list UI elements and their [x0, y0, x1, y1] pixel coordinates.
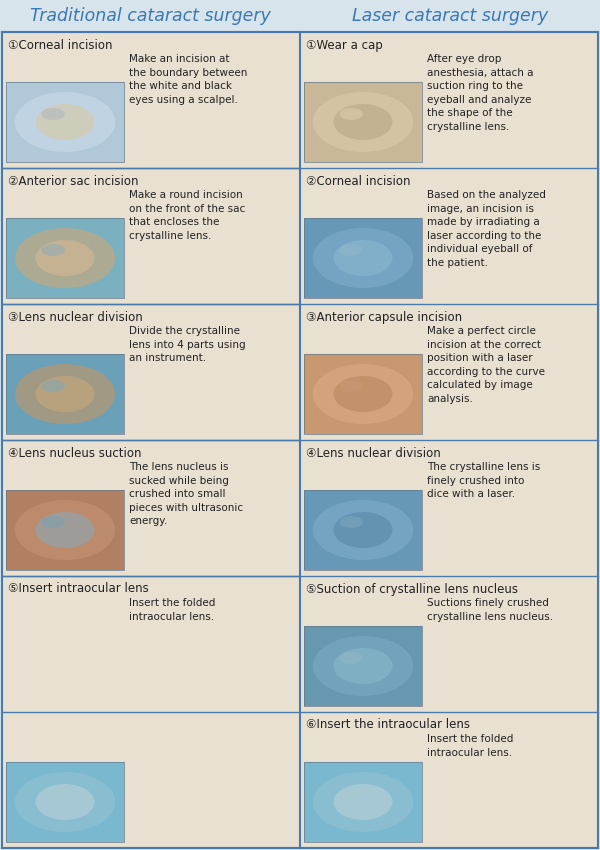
Text: After eye drop
anesthesia, attach a
suction ring to the
eyeball and analyze
the : After eye drop anesthesia, attach a suct… — [427, 54, 533, 132]
Text: Suctions finely crushed
crystalline lens nucleus.: Suctions finely crushed crystalline lens… — [427, 598, 553, 621]
Ellipse shape — [41, 788, 65, 800]
Ellipse shape — [313, 772, 413, 832]
Text: Divide the crystalline
lens into 4 parts using
an instrument.: Divide the crystalline lens into 4 parts… — [129, 326, 245, 363]
Bar — [304, 354, 422, 434]
Ellipse shape — [15, 92, 115, 152]
Ellipse shape — [41, 380, 65, 392]
Bar — [2, 32, 300, 168]
Bar — [6, 490, 124, 570]
Ellipse shape — [340, 380, 363, 392]
Bar — [304, 762, 422, 842]
Bar — [304, 762, 422, 842]
Ellipse shape — [313, 364, 413, 424]
Text: ①Wear a cap: ①Wear a cap — [306, 38, 383, 52]
Ellipse shape — [334, 648, 392, 684]
Ellipse shape — [15, 500, 115, 560]
Ellipse shape — [340, 652, 363, 664]
Bar — [300, 168, 598, 304]
Ellipse shape — [313, 92, 413, 152]
Bar — [300, 576, 598, 712]
Ellipse shape — [35, 512, 95, 548]
Bar — [304, 82, 422, 162]
Bar — [6, 218, 124, 298]
Ellipse shape — [340, 788, 363, 800]
Ellipse shape — [340, 244, 363, 256]
Text: Make an incision at
the boundary between
the white and black
eyes using a scalpe: Make an incision at the boundary between… — [129, 54, 247, 105]
Bar — [6, 490, 124, 570]
Bar — [6, 762, 124, 842]
Text: Insert the folded
intraocular lens.: Insert the folded intraocular lens. — [427, 734, 514, 757]
Bar — [304, 490, 422, 570]
Ellipse shape — [15, 228, 115, 288]
Text: Insert the folded
intraocular lens.: Insert the folded intraocular lens. — [129, 598, 215, 621]
Bar — [2, 576, 300, 848]
Bar — [300, 304, 598, 440]
Ellipse shape — [334, 376, 392, 412]
Text: Laser cataract surgery: Laser cataract surgery — [352, 7, 548, 25]
Bar — [300, 440, 598, 576]
Bar — [304, 490, 422, 570]
Ellipse shape — [313, 636, 413, 696]
Bar — [0, 0, 600, 32]
Bar — [6, 82, 124, 162]
Bar — [304, 626, 422, 706]
Ellipse shape — [15, 364, 115, 424]
Ellipse shape — [340, 108, 363, 120]
Ellipse shape — [41, 108, 65, 120]
Text: ②Anterior sac incision: ②Anterior sac incision — [8, 174, 139, 188]
Bar — [2, 168, 300, 304]
Bar — [304, 626, 422, 706]
Text: ③Anterior capsule incision: ③Anterior capsule incision — [306, 310, 462, 324]
Bar — [304, 218, 422, 298]
Text: Traditional cataract surgery: Traditional cataract surgery — [29, 7, 271, 25]
Ellipse shape — [35, 240, 95, 276]
Text: ①Corneal incision: ①Corneal incision — [8, 38, 113, 52]
Text: ⑤Insert intraocular lens: ⑤Insert intraocular lens — [8, 582, 149, 596]
Text: ④Lens nucleus suction: ④Lens nucleus suction — [8, 446, 142, 460]
Bar — [6, 354, 124, 434]
Ellipse shape — [340, 516, 363, 528]
Bar — [300, 32, 598, 168]
Ellipse shape — [334, 512, 392, 548]
Bar — [300, 712, 598, 848]
Ellipse shape — [334, 784, 392, 820]
Bar — [6, 218, 124, 298]
Ellipse shape — [35, 784, 95, 820]
Text: Make a perfect circle
incision at the correct
position with a laser
according to: Make a perfect circle incision at the co… — [427, 326, 545, 404]
Text: ②Corneal incision: ②Corneal incision — [306, 174, 410, 188]
Text: Based on the analyzed
image, an incision is
made by irradiating a
laser accordin: Based on the analyzed image, an incision… — [427, 190, 546, 268]
Bar — [6, 762, 124, 842]
Ellipse shape — [35, 104, 95, 140]
Text: ③Lens nuclear division: ③Lens nuclear division — [8, 310, 143, 324]
Text: Make a round incision
on the front of the sac
that encloses the
crystalline lens: Make a round incision on the front of th… — [129, 190, 245, 241]
Ellipse shape — [35, 376, 95, 412]
Ellipse shape — [313, 228, 413, 288]
Text: The crystalline lens is
finely crushed into
dice with a laser.: The crystalline lens is finely crushed i… — [427, 462, 540, 499]
Ellipse shape — [41, 516, 65, 528]
Ellipse shape — [313, 500, 413, 560]
Ellipse shape — [41, 244, 65, 256]
Bar — [304, 218, 422, 298]
Ellipse shape — [334, 104, 392, 140]
Bar — [304, 82, 422, 162]
Text: ④Lens nuclear division: ④Lens nuclear division — [306, 446, 441, 460]
Text: ⑥Insert the intraocular lens: ⑥Insert the intraocular lens — [306, 718, 470, 732]
Text: ⑤Suction of crystalline lens nucleus: ⑤Suction of crystalline lens nucleus — [306, 582, 518, 596]
Ellipse shape — [15, 772, 115, 832]
Bar — [6, 354, 124, 434]
Bar — [2, 304, 300, 440]
Text: The lens nucleus is
sucked while being
crushed into small
pieces with ultrasonic: The lens nucleus is sucked while being c… — [129, 462, 243, 526]
Ellipse shape — [334, 240, 392, 276]
Bar — [6, 82, 124, 162]
Bar — [2, 440, 300, 576]
Bar — [304, 354, 422, 434]
